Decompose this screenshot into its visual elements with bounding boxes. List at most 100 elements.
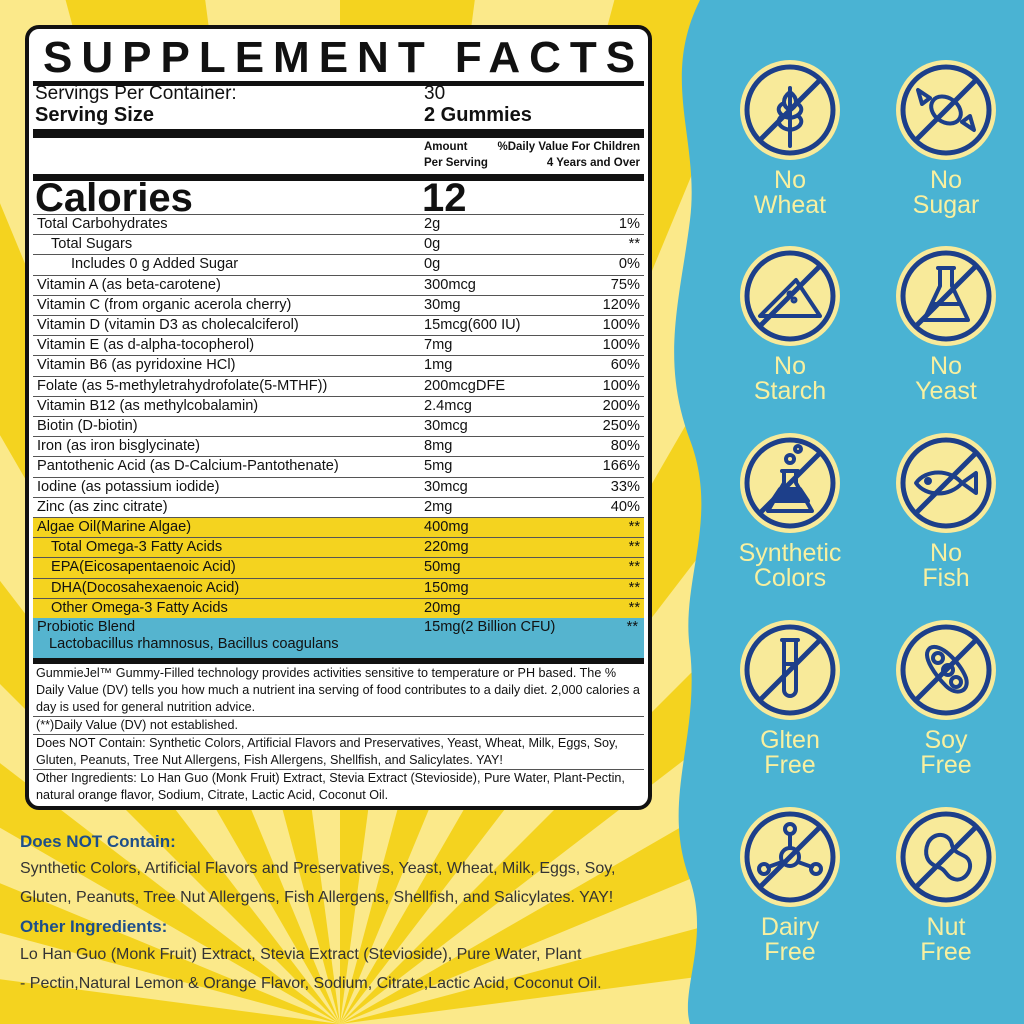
nutrient-row: Pantothenic Acid (as D-Calcium-Pantothen… <box>33 457 644 478</box>
nutrient-row: Algae Oil(Marine Algae) 400mg ** <box>33 518 644 539</box>
nutrient-dv: 40% <box>610 498 640 515</box>
nutrient-amount: 0g <box>424 256 441 273</box>
nutrient-amount: 8mg <box>424 438 453 455</box>
badge-label: No Wheat <box>715 168 865 218</box>
badge-label-line-1: No <box>930 352 962 380</box>
nutrient-row: Folate (as 5-methyletrahydrofolate(5-MTH… <box>33 377 644 397</box>
nutrient-name: Vitamin E (as d-alpha-tocopherol) <box>37 337 255 354</box>
nutrient-amount: 1mg <box>424 357 453 374</box>
nutrient-name: Total Carbohydrates <box>37 216 168 232</box>
nutrient-amount: 30mcg <box>424 418 468 434</box>
badge-label-line-1: No <box>774 166 806 194</box>
nutrient-row: Total Sugars 0g ** <box>33 235 644 256</box>
panel-title: SUPPLEMENT FACTS <box>43 33 645 82</box>
nutrient-row: Zinc (as zinc citrate) 2mg 40% <box>33 498 644 518</box>
starch-icon <box>740 246 840 346</box>
nutrient-row: Total Omega-3 Fatty Acids 220mg ** <box>33 538 644 559</box>
nutrient-name: Total Omega-3 Fatty Acids <box>51 539 223 556</box>
nutrient-row: Vitamin C (from organic acerola cherry) 3… <box>33 296 644 316</box>
probiotic-dv: ** <box>626 619 638 635</box>
nutrient-dv: ** <box>628 539 640 556</box>
nutrient-dv: 120% <box>602 296 640 313</box>
nutrient-dv: ** <box>628 559 640 576</box>
divider <box>33 658 644 664</box>
nutrient-amount: 200mcgDFE <box>424 377 506 394</box>
wheat-icon <box>740 60 840 160</box>
supplement-facts-panel: SUPPLEMENT FACTS Servings Per Container:… <box>25 25 652 810</box>
nutrient-row: Vitamin D (vitamin D3 as cholecalciferol… <box>33 316 644 337</box>
nutrient-dv: ** <box>628 579 640 596</box>
nutrient-amount: 300mcg <box>424 276 476 293</box>
nutrient-dv: 200% <box>602 397 640 414</box>
nutrient-dv: ** <box>628 236 640 253</box>
badge-label-line-1: Synthetic <box>738 539 842 567</box>
fish-icon <box>896 433 996 533</box>
nutrient-amount: 150mg <box>424 579 469 596</box>
nutrient-amount: 2g <box>424 216 441 232</box>
divider <box>33 129 644 138</box>
candy-icon <box>896 60 996 160</box>
nutrient-dv: ** <box>628 599 640 616</box>
footnote-does-not-contain: Does NOT Contain: Synthetic Colors, Arti… <box>33 735 644 770</box>
footnote-other-ingredients: Other Ingredients: Lo Han Guo (Monk Frui… <box>36 771 625 802</box>
nutrient-dv: ** <box>628 519 640 535</box>
nutrient-row: Iron (as iron bisglycinate) 8mg 80% <box>33 437 644 458</box>
badge-label: Soy Free <box>871 728 1021 778</box>
badge-label-line-1: Glten <box>760 726 820 754</box>
badge-label: No Yeast <box>871 354 1021 404</box>
test-tube-icon <box>740 620 840 720</box>
nutrient-name: Includes 0 g Added Sugar <box>71 256 239 273</box>
nutrient-row: Vitamin B6 (as pyridoxine HCl) 1mg 60% <box>33 356 644 377</box>
nutrient-name: Total Sugars <box>51 236 133 253</box>
nutrient-dv: 80% <box>610 438 640 455</box>
nutrient-row: Other Omega-3 Fatty Acids 20mg ** <box>33 598 644 619</box>
nutrient-name: Biotin (D-biotin) <box>37 418 138 434</box>
divider <box>33 214 644 215</box>
nutrient-row: Iodine (as potassium iodide) 30mcg 33% <box>33 478 644 498</box>
nutrient-name: Iron (as iron bisglycinate) <box>37 438 201 455</box>
nutrient-amount: 220mg <box>424 539 469 556</box>
nutrient-amount: 2mg <box>424 498 453 515</box>
badge-label: Synthetic Colors <box>715 541 865 591</box>
probiotic-name: Probiotic Blend <box>37 619 136 635</box>
nutrient-name: Vitamin D (vitamin D3 as cholecalciferol… <box>37 317 299 333</box>
other-ingredients-heading: Other Ingredients: <box>20 917 168 936</box>
nutrient-name: Vitamin B6 (as pyridoxine HCl) <box>37 357 236 374</box>
badge-label: No Starch <box>715 354 865 404</box>
nutrient-name: Vitamin B12 (as methylcobalamin) <box>37 397 259 414</box>
dv-header: %Daily Value For Children <box>497 141 640 153</box>
badge-label-line-2: Sugar <box>912 191 980 219</box>
does-not-contain-text-1: Synthetic Colors, Artificial Flavors and… <box>20 860 616 877</box>
serving-size-value: 2 Gummies <box>424 104 532 126</box>
badge-label-line-2: Colors <box>753 564 827 592</box>
nutrient-row: Includes 0 g Added Sugar 0g 0% <box>33 255 644 276</box>
badge-label-line-1: Nut <box>926 913 966 941</box>
peanut-icon <box>896 807 996 907</box>
beaker-icon <box>740 433 840 533</box>
sunburst-ray <box>0 883 340 1024</box>
calories-label: Calories <box>35 176 193 220</box>
nutrient-name: Other Omega-3 Fatty Acids <box>51 599 228 616</box>
does-not-contain-heading: Does NOT Contain: <box>20 832 176 851</box>
footnote-dv: (**)Daily Value (DV) not established. <box>33 717 644 735</box>
soy-icon <box>896 620 996 720</box>
nutrient-dv: 75% <box>610 276 640 293</box>
badge-label-line-2: Free <box>920 938 972 966</box>
nutrient-amount: 15mcg(600 IU) <box>424 317 521 333</box>
nutrient-amount: 20mg <box>424 599 461 616</box>
nutrient-dv: 100% <box>602 337 640 354</box>
nutrient-amount: 0g <box>424 236 441 253</box>
dv-header-2: 4 Years and Over <box>546 157 640 169</box>
badge-label: No Fish <box>871 541 1021 591</box>
nutrient-amount: 7mg <box>424 337 453 354</box>
nutrient-name: Vitamin C (from organic acerola cherry) <box>37 296 292 313</box>
nutrient-row: DHA(Docosahexaenoic Acid) 150mg ** <box>33 578 644 599</box>
nutrient-name: Zinc (as zinc citrate) <box>37 498 168 515</box>
servings-value: 30 <box>424 83 446 104</box>
nutrient-dv: 0% <box>618 256 640 273</box>
badge-label-line-2: Free <box>920 751 972 779</box>
badge-label-line-2: Free <box>764 938 816 966</box>
nutrient-dv: 33% <box>610 478 640 495</box>
divider <box>33 81 644 86</box>
nutrient-name: Algae Oil(Marine Algae) <box>37 519 192 535</box>
